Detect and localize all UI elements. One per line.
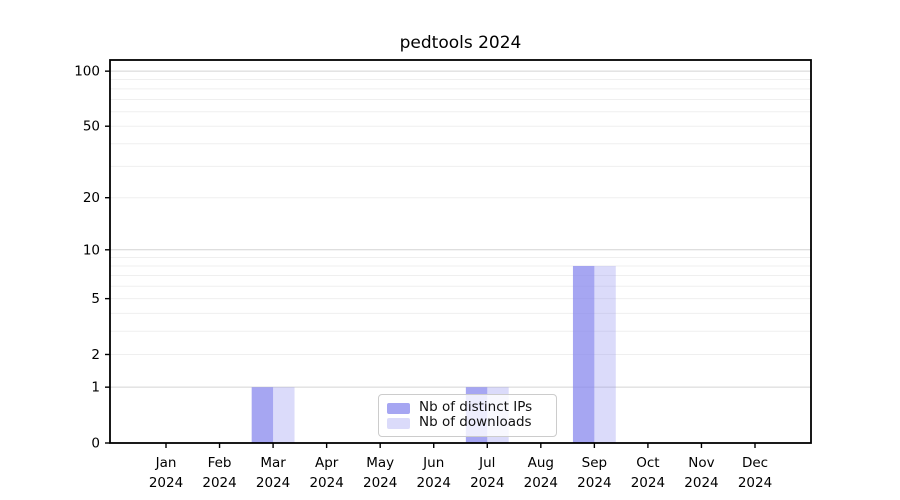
legend-label-distinct-ips: Nb of distinct IPs: [419, 399, 533, 416]
x-tick-label-month: Dec: [742, 455, 768, 471]
y-tick-label: 5: [91, 291, 100, 307]
legend-label-downloads: Nb of downloads: [419, 414, 532, 431]
x-tick-label-year: 2024: [309, 475, 343, 491]
x-tick-label-month: Jul: [478, 455, 495, 471]
legend-swatch-downloads-icon: [387, 417, 410, 429]
x-tick-label-year: 2024: [256, 475, 290, 491]
x-tick-label-month: Jun: [422, 455, 444, 471]
y-tick-label: 50: [83, 119, 100, 135]
x-tick-label-month: Jan: [155, 455, 177, 471]
legend-item-distinct-ips: Nb of distinct IPs: [387, 401, 547, 415]
x-tick-label-month: Nov: [688, 455, 714, 471]
y-tick-label: 100: [74, 64, 100, 80]
y-tick-label: 2: [91, 347, 100, 363]
y-tick-label: 0: [91, 436, 100, 452]
y-tick-label: 1: [91, 380, 100, 396]
x-tick-label-year: 2024: [631, 475, 665, 491]
x-tick-label-year: 2024: [363, 475, 397, 491]
legend-item-downloads: Nb of downloads: [387, 416, 547, 430]
x-tick-label-year: 2024: [577, 475, 611, 491]
x-tick-label-year: 2024: [149, 475, 183, 491]
y-tick-label: 20: [83, 190, 100, 206]
x-tick-label-month: Apr: [315, 455, 339, 471]
plot-frame: [109, 59, 812, 444]
x-tick-label-year: 2024: [202, 475, 236, 491]
x-tick-label-month: Sep: [582, 455, 607, 471]
legend: Nb of distinct IPs Nb of downloads: [378, 394, 557, 437]
bar-sep-series1: [594, 265, 616, 443]
x-tick-label-month: Feb: [208, 455, 232, 471]
x-tick-label-year: 2024: [470, 475, 504, 491]
x-tick-label-year: 2024: [524, 475, 558, 491]
x-tick-label-year: 2024: [684, 475, 718, 491]
bar-mar-series1: [273, 387, 295, 443]
bar-sep-series0: [572, 265, 595, 443]
x-tick-label-month: Mar: [260, 455, 286, 471]
x-tick-label-month: May: [366, 455, 394, 471]
x-tick-label-year: 2024: [417, 475, 451, 491]
chart-title: pedtools 2024: [399, 33, 522, 53]
x-tick-label-month: Aug: [528, 455, 554, 471]
bar-mar-series0: [251, 387, 274, 443]
y-tick-label: 10: [83, 242, 100, 258]
x-tick-label-month: Oct: [636, 455, 659, 471]
x-tick-label-year: 2024: [738, 475, 772, 491]
legend-swatch-distinct-ips-icon: [387, 402, 410, 414]
